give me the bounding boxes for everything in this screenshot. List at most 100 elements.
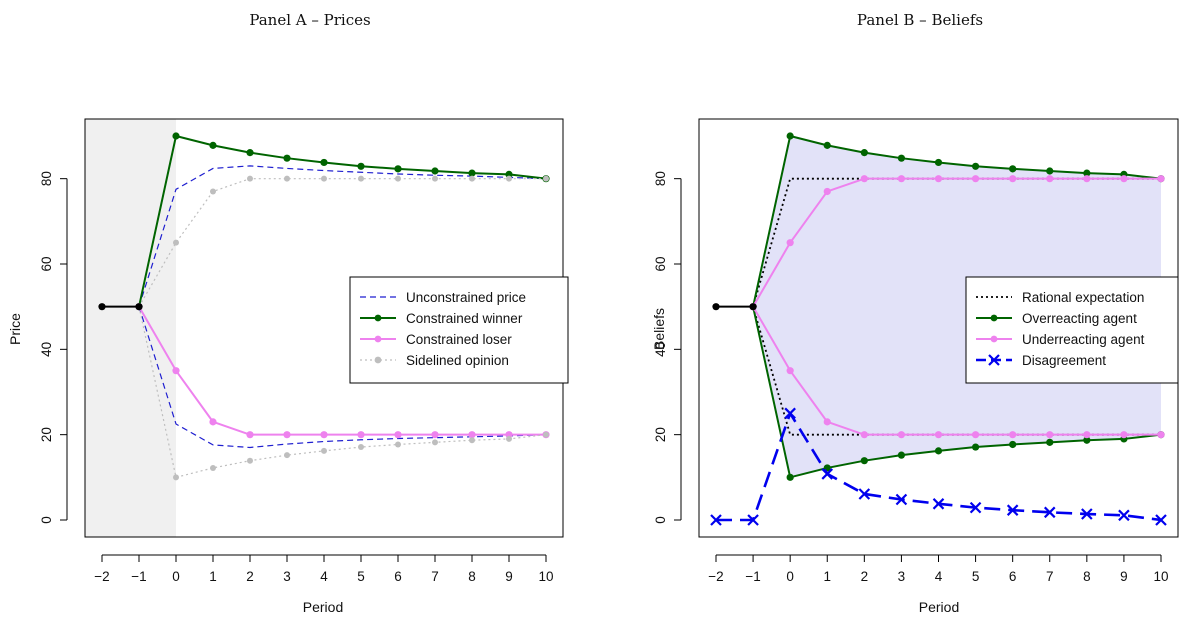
panel-1-marker-disagreement xyxy=(1118,509,1130,522)
panel-1-point-underreacting-agent xyxy=(860,175,868,183)
panel-1-point-overreacting-agent xyxy=(971,443,980,451)
panel-0-point-sidelined-opinion xyxy=(432,439,438,446)
panel-0-point-constrained-loser xyxy=(246,431,254,439)
panel-1-marker-disagreement xyxy=(747,514,759,526)
panel-1-point-pre-shock-belief xyxy=(749,303,757,311)
panel-1-marker-disagreement xyxy=(1081,508,1093,520)
panel-1-point-underreacting-agent xyxy=(860,431,868,439)
panel-0-x-tick-label: 6 xyxy=(394,569,402,584)
panel-0-point-constrained-loser xyxy=(394,431,402,439)
panel-1-x-tick-label: 5 xyxy=(972,569,980,584)
panel-1-point-overreacting-agent xyxy=(1083,169,1091,177)
panel-1-point-underreacting-agent xyxy=(823,187,831,196)
panel-0-point-sidelined-opinion xyxy=(395,441,401,448)
panel-0-y-tick-label: 0 xyxy=(39,516,54,524)
panel-1-legend xyxy=(965,276,1179,384)
panel-1-point-overreacting-agent xyxy=(823,141,831,149)
panel-1-point-overreacting-agent xyxy=(971,162,980,170)
panel-1-point-underreacting-agent xyxy=(1120,431,1128,439)
panel-1-y-tick-label: 60 xyxy=(653,256,668,271)
panel-0-series-unconstrained-price xyxy=(138,165,547,307)
panel-0-x-tick-label: 10 xyxy=(538,569,553,584)
panel-1-disagreement-band xyxy=(753,136,1161,478)
panel-0-x-tick-label: 4 xyxy=(320,569,328,584)
panel-1-x-tick-label: 4 xyxy=(935,569,943,584)
panel-1-point-underreacting-agent xyxy=(1157,431,1165,439)
panel-0-point-sidelined-opinion xyxy=(247,457,253,464)
panel-1-legend-marker-disagreement xyxy=(988,354,1000,366)
panel-0-x-tick-label: 5 xyxy=(357,569,365,584)
panel-1-point-underreacting-agent xyxy=(823,418,831,426)
panel-0-x-tick-label: 0 xyxy=(172,569,180,584)
panel-0-point-sidelined-opinion xyxy=(173,474,179,481)
panel-1-y-tick-label: 40 xyxy=(653,342,668,357)
panel-0-point-pre-shock-price xyxy=(98,303,106,311)
panel-0-legend-label-constrained-winner: Constrained winner xyxy=(406,311,523,326)
panel-0-point-sidelined-opinion xyxy=(247,175,253,182)
panel-0-point-sidelined-opinion xyxy=(321,175,327,182)
panel-0-point-sidelined-opinion xyxy=(432,175,438,182)
panel-1-point-underreacting-agent xyxy=(1046,175,1054,183)
panel-0-y-tick-label: 80 xyxy=(39,171,54,186)
panel-0-point-constrained-winner xyxy=(283,154,291,162)
panel-0-point-constrained-loser xyxy=(320,431,328,439)
panel-1-point-overreacting-agent xyxy=(860,149,868,157)
panel-1-x-tick-label: −2 xyxy=(708,569,723,584)
panel-1-x-tick-label: 2 xyxy=(861,569,869,584)
panel-1-marker-disagreement xyxy=(895,493,908,506)
panel-0-x-tick-label: −2 xyxy=(94,569,109,584)
panel-0-point-constrained-winner xyxy=(246,149,254,157)
panel-0-series-sidelined-opinion xyxy=(138,306,547,478)
panel-1-point-underreacting-agent xyxy=(1120,175,1128,183)
panel-0-point-constrained-winner xyxy=(394,165,402,173)
panel-0-legend xyxy=(349,276,569,384)
panel-1-legend-label-overreacting-agent: Overreacting agent xyxy=(1022,311,1137,326)
panel-0-x-tick-label: 9 xyxy=(505,569,513,584)
panel-0-point-constrained-loser xyxy=(357,431,365,439)
panel-1-x-tick-label: 8 xyxy=(1083,569,1091,584)
panel-1-legend-label-rational-expectation: Rational expectation xyxy=(1022,290,1144,305)
panel-1-series-underreacting-agent xyxy=(752,177,1161,308)
panel-0-y-tick-label: 60 xyxy=(39,256,54,271)
panel-1-marker-disagreement xyxy=(858,488,871,500)
panel-1-series-underreacting-agent xyxy=(752,306,1161,436)
panel-1-point-underreacting-agent xyxy=(1009,431,1017,439)
panel-1-point-underreacting-agent xyxy=(971,175,980,183)
panel-0-legend-label-constrained-loser: Constrained loser xyxy=(406,332,512,347)
panel-1-marker-disagreement xyxy=(932,498,945,510)
panel-0-point-sidelined-opinion xyxy=(506,435,512,442)
panel-0-point-constrained-loser xyxy=(431,431,439,439)
panel-1-point-underreacting-agent xyxy=(1157,175,1165,183)
panel-1-x-tick-label: −1 xyxy=(745,569,760,584)
panel-1-legend-label-disagreement: Disagreement xyxy=(1022,353,1106,368)
panel-0-x-tick-label: 1 xyxy=(209,569,217,584)
panel-1-x-tick-label: 9 xyxy=(1120,569,1128,584)
panel-0-x-tick-label: 7 xyxy=(431,569,439,584)
panel-1-point-underreacting-agent xyxy=(934,431,943,439)
panel-0-shaded-region xyxy=(85,119,176,537)
panel-0-point-sidelined-opinion xyxy=(469,437,475,444)
panel-1-series-overreacting-agent xyxy=(752,306,1162,479)
panel-1-marker-disagreement xyxy=(821,468,834,480)
panel-0-x-tick-label: −1 xyxy=(131,569,146,584)
panel-0-point-constrained-winner xyxy=(505,170,513,178)
panel-0-point-sidelined-opinion xyxy=(358,444,364,451)
panel-b-xlabel: Period xyxy=(919,599,959,615)
panel-0-point-constrained-winner xyxy=(468,169,476,177)
panel-1-x-tick-label: 1 xyxy=(823,569,831,584)
panel-0-point-sidelined-opinion xyxy=(284,452,290,459)
panel-1-point-overreacting-agent xyxy=(934,447,943,455)
panel-a-ylabel: Price xyxy=(7,313,23,345)
panel-a-xlabel: Period xyxy=(303,599,343,615)
panel-0-point-constrained-loser xyxy=(468,431,476,439)
panel-a-title: Panel A – Prices xyxy=(249,11,370,29)
panel-0-series-constrained-winner xyxy=(138,135,547,307)
panel-1-point-underreacting-agent xyxy=(1083,175,1091,183)
panel-0-point-sidelined-opinion xyxy=(358,175,364,182)
panel-1-x-tick-label: 10 xyxy=(1153,569,1168,584)
panel-1-point-overreacting-agent xyxy=(786,473,794,481)
panel-1-y-tick-label: 20 xyxy=(653,427,668,442)
panel-0-series-constrained-loser xyxy=(138,306,546,436)
panel-0-point-sidelined-opinion xyxy=(210,464,216,471)
